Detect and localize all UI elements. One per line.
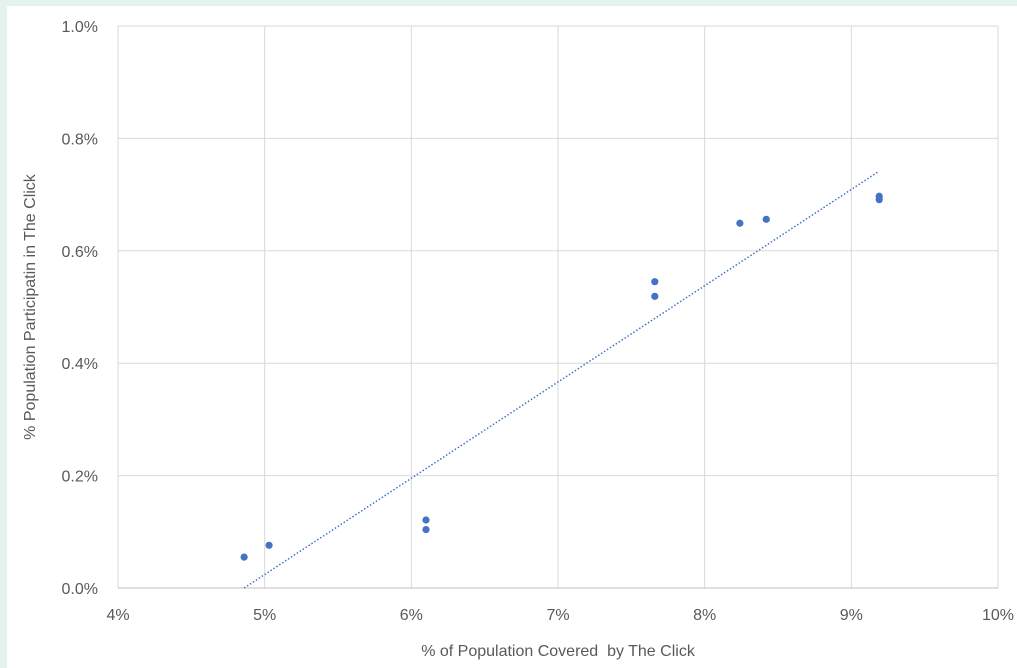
- y-tick-label: 0.6%: [62, 244, 98, 261]
- trendline: [243, 171, 879, 589]
- data-point: [762, 215, 770, 223]
- chart-area: 0.0% 0.2% 0.4% 0.6% 0.8% 1.0% 4% 5% 6% 7% 8% 9% 10%%…: [7, 6, 1017, 668]
- y-tick-label: 0.8%: [62, 131, 98, 148]
- x-tick-label: 10%: [982, 607, 1014, 624]
- y-tick-label: 0.2%: [62, 469, 98, 486]
- y-axis-title: % Population Participatin in The Click: [22, 173, 39, 440]
- data-point: [240, 553, 248, 561]
- x-tick-label: 4%: [106, 607, 129, 624]
- x-tick-label: 6%: [400, 607, 423, 624]
- data-point: [651, 292, 659, 300]
- y-tick-label: 0.4%: [62, 356, 98, 373]
- data-point: [875, 196, 883, 204]
- y-tick-label: 0.0%: [62, 581, 98, 598]
- x-tick-label: 7%: [546, 607, 569, 624]
- data-point: [422, 516, 430, 524]
- x-tick-label: 9%: [840, 607, 863, 624]
- data-point: [422, 525, 430, 534]
- scatter-chart: 0.0% 0.2% 0.4% 0.6% 0.8% 1.0% 4% 5% 6% 7% 8% 9% 10%%…: [22, 19, 1014, 660]
- x-axis-title: % of Population Covered by The Click: [421, 643, 696, 660]
- data-point: [651, 278, 659, 286]
- data-point: [265, 541, 273, 549]
- x-tick-label: 8%: [693, 607, 716, 624]
- x-tick-label: 5%: [253, 607, 276, 624]
- y-tick-label: 1.0%: [62, 19, 98, 36]
- data-point: [736, 219, 744, 227]
